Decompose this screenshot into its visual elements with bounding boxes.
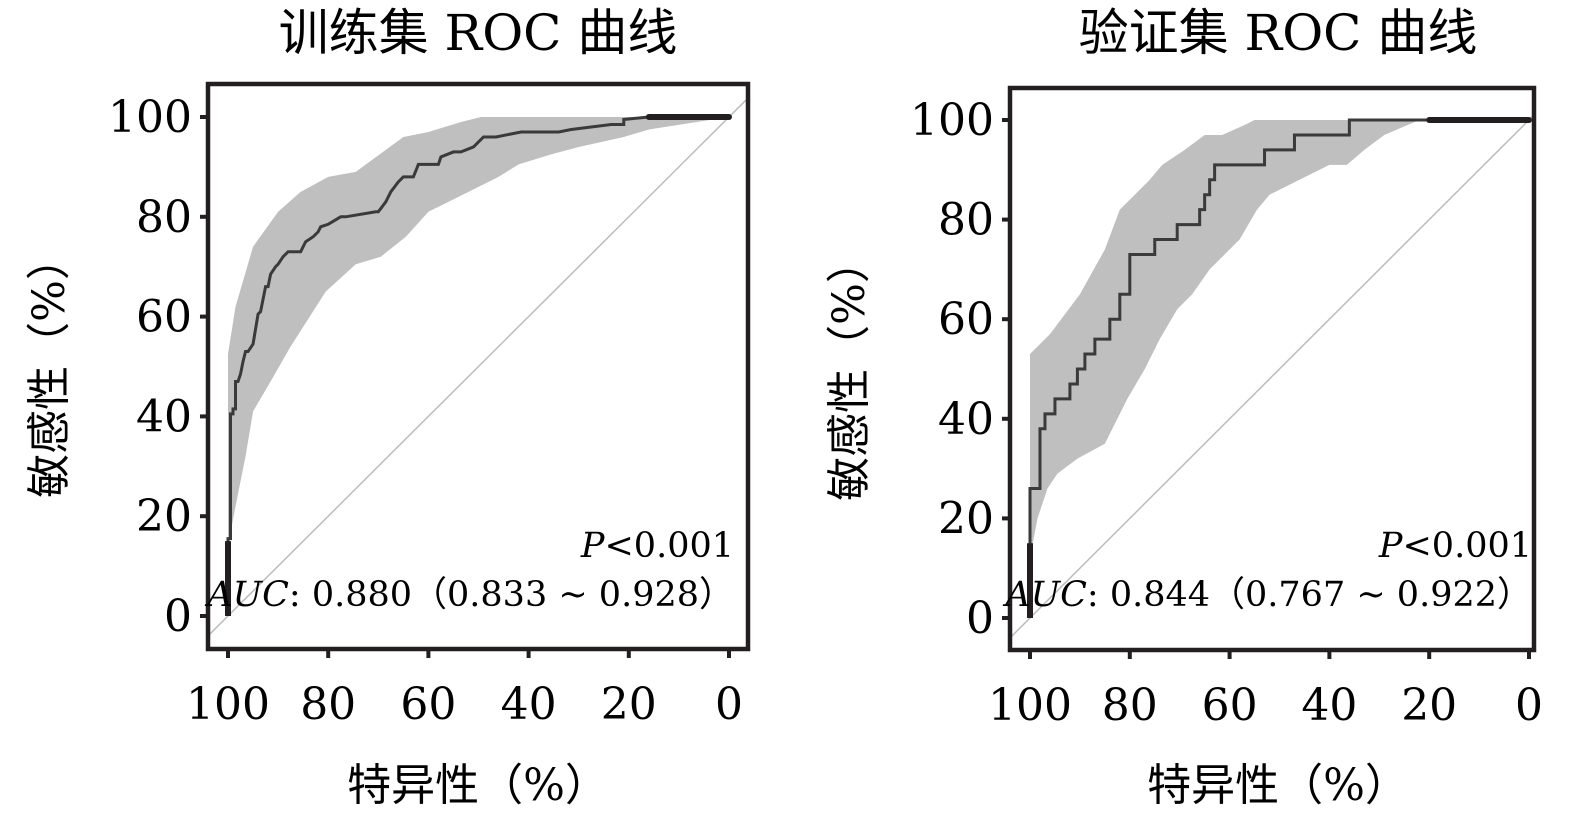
y-tick-label: 80 xyxy=(938,195,994,246)
y-tick-label: 20 xyxy=(938,493,994,544)
p-value-annotation: P<0.001 xyxy=(1378,526,1532,566)
x-tick-label: 0 xyxy=(1515,680,1543,731)
x-tick-label: 40 xyxy=(501,679,557,730)
reference-line xyxy=(207,97,749,637)
p-label: P xyxy=(580,526,606,566)
ci-band-area xyxy=(1030,120,1529,559)
reference-diagonal xyxy=(207,97,749,637)
y-axis-ticks: 0 20 40 60 80 100 xyxy=(910,95,1010,644)
y-tick-label: 0 xyxy=(966,593,994,644)
p-value: <0.001 xyxy=(604,526,734,566)
y-tick-label: 60 xyxy=(938,294,994,345)
x-tick-label: 60 xyxy=(400,679,456,730)
x-axis-label: 特异性（%） xyxy=(347,760,609,811)
roc-curve xyxy=(225,114,732,616)
roc-line xyxy=(1028,118,1529,618)
y-tick-label: 80 xyxy=(136,192,192,243)
training-roc-panel: 训练集 ROC 曲线 0 20 40 60 80 100 100 80 60 40 20 0 P<0… xyxy=(24,4,751,811)
p-label: P xyxy=(1378,526,1404,566)
auc-value: : 0.880（0.833 ~ 0.928） xyxy=(289,575,734,615)
validation-roc-panel: 验证集 ROC 曲线 0 20 40 60 80 100 100 80 60 40 20 0 P<0… xyxy=(824,4,1543,811)
y-tick-label: 20 xyxy=(136,491,192,542)
roc-line xyxy=(226,115,729,616)
x-axis-ticks: 100 80 60 40 20 0 xyxy=(186,649,743,730)
chart-title: 训练集 ROC 曲线 xyxy=(279,4,678,62)
reference-line xyxy=(1009,114,1535,639)
roc-curve xyxy=(1027,117,1532,618)
auc-value: : 0.844（0.767 ~ 0.922） xyxy=(1087,575,1532,615)
y-tick-label: 0 xyxy=(164,591,192,642)
x-tick-label: 100 xyxy=(988,680,1072,731)
ci-band xyxy=(1030,120,1529,559)
chart-title: 验证集 ROC 曲线 xyxy=(1079,4,1478,62)
x-tick-label: 20 xyxy=(601,679,657,730)
x-axis-ticks: 100 80 60 40 20 0 xyxy=(988,650,1543,731)
y-tick-label: 100 xyxy=(108,92,192,143)
auc-annotation: AUC: 0.844（0.767 ~ 0.922） xyxy=(1002,575,1532,615)
y-axis-ticks: 0 20 40 60 80 100 xyxy=(108,92,208,642)
y-tick-label: 60 xyxy=(136,292,192,343)
p-value-annotation: P<0.001 xyxy=(580,526,734,566)
y-tick-label: 40 xyxy=(136,391,192,442)
ci-band-area xyxy=(228,117,729,547)
y-tick-label: 100 xyxy=(910,95,994,146)
ci-band xyxy=(228,117,729,547)
plot-frame xyxy=(205,81,751,652)
x-tick-label: 40 xyxy=(1301,680,1357,731)
x-tick-label: 80 xyxy=(1102,680,1158,731)
auc-annotation: AUC: 0.880（0.833 ~ 0.928） xyxy=(204,575,734,615)
x-tick-label: 60 xyxy=(1202,680,1258,731)
x-tick-label: 0 xyxy=(715,679,743,730)
y-axis-label: 敏感性（%） xyxy=(824,239,875,501)
p-value: <0.001 xyxy=(1402,526,1532,566)
x-tick-label: 100 xyxy=(186,679,270,730)
auc-label: AUC xyxy=(204,575,289,615)
x-tick-label: 20 xyxy=(1401,680,1457,731)
plot-frame xyxy=(1007,85,1537,653)
y-tick-label: 40 xyxy=(938,394,994,445)
y-axis-label: 敏感性（%） xyxy=(24,236,75,498)
x-axis-label: 特异性（%） xyxy=(1147,760,1409,811)
reference-diagonal xyxy=(1009,114,1535,639)
auc-label: AUC xyxy=(1002,575,1087,615)
x-tick-label: 80 xyxy=(300,679,356,730)
